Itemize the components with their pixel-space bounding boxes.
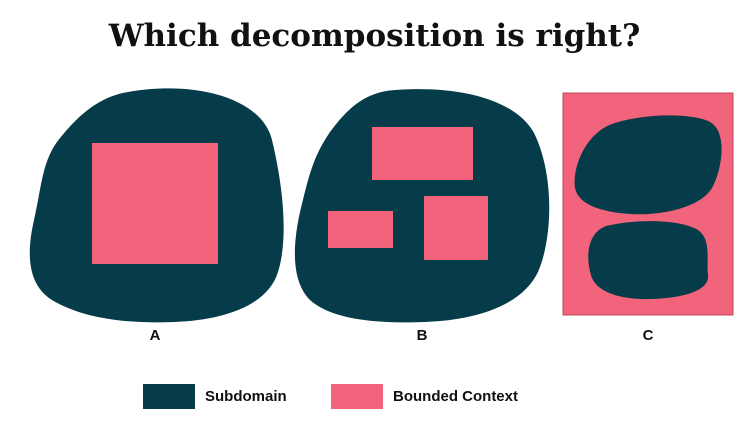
panel-label-a: A: [149, 327, 161, 344]
legend-label-bounded-context: Bounded Context: [393, 388, 518, 405]
legend-swatch-bounded-context: [331, 384, 383, 409]
legend-swatch-subdomain: [143, 384, 195, 409]
subdomain-blob-c1: [574, 115, 722, 215]
subdomain-blob-c2: [588, 221, 709, 300]
bounded-context-a: [92, 143, 218, 264]
panel-a: [29, 88, 284, 323]
panel-label-b: B: [416, 327, 428, 344]
subdomain-blob-b: [294, 89, 550, 323]
diagram-title: Which decomposition is right?: [108, 18, 641, 54]
panel-c: [562, 92, 734, 316]
panel-label-c: C: [642, 327, 654, 344]
legend-item-subdomain: Subdomain: [143, 384, 287, 409]
legend-label-subdomain: Subdomain: [205, 388, 287, 405]
bounded-context-b1: [372, 127, 473, 180]
panel-b: [294, 89, 550, 323]
legend-item-bounded-context: Bounded Context: [331, 384, 518, 409]
bounded-context-b2: [328, 211, 393, 248]
bounded-context-b3: [424, 196, 488, 260]
